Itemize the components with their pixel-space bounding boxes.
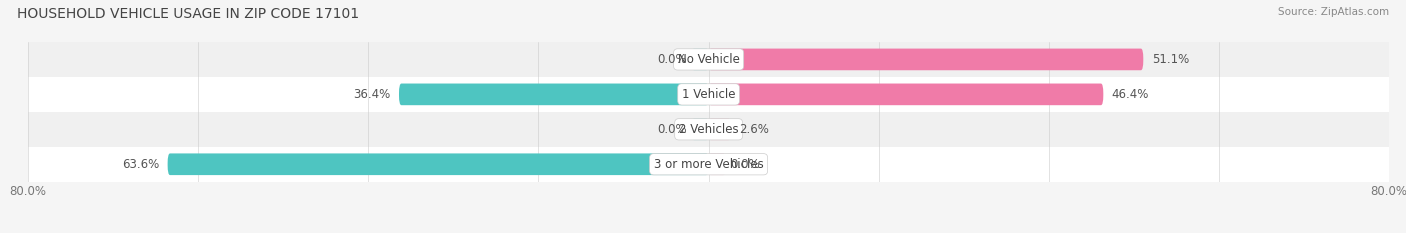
Text: 46.4%: 46.4% <box>1112 88 1149 101</box>
Text: No Vehicle: No Vehicle <box>678 53 740 66</box>
Text: 0.0%: 0.0% <box>658 123 688 136</box>
Text: HOUSEHOLD VEHICLE USAGE IN ZIP CODE 17101: HOUSEHOLD VEHICLE USAGE IN ZIP CODE 1710… <box>17 7 359 21</box>
FancyBboxPatch shape <box>692 118 709 140</box>
Text: 51.1%: 51.1% <box>1152 53 1189 66</box>
Bar <box>28 147 1389 182</box>
FancyBboxPatch shape <box>709 154 725 175</box>
Bar <box>28 77 1389 112</box>
FancyBboxPatch shape <box>692 49 709 70</box>
Bar <box>28 42 1389 77</box>
FancyBboxPatch shape <box>709 49 1143 70</box>
Text: Source: ZipAtlas.com: Source: ZipAtlas.com <box>1278 7 1389 17</box>
Text: 0.0%: 0.0% <box>658 53 688 66</box>
FancyBboxPatch shape <box>709 84 1104 105</box>
Text: 3 or more Vehicles: 3 or more Vehicles <box>654 158 763 171</box>
Text: 0.0%: 0.0% <box>730 158 759 171</box>
FancyBboxPatch shape <box>399 84 709 105</box>
Text: 63.6%: 63.6% <box>122 158 159 171</box>
FancyBboxPatch shape <box>709 118 731 140</box>
Bar <box>28 112 1389 147</box>
Text: 2.6%: 2.6% <box>740 123 769 136</box>
Text: 1 Vehicle: 1 Vehicle <box>682 88 735 101</box>
Text: 2 Vehicles: 2 Vehicles <box>679 123 738 136</box>
Text: 36.4%: 36.4% <box>353 88 391 101</box>
FancyBboxPatch shape <box>167 154 709 175</box>
